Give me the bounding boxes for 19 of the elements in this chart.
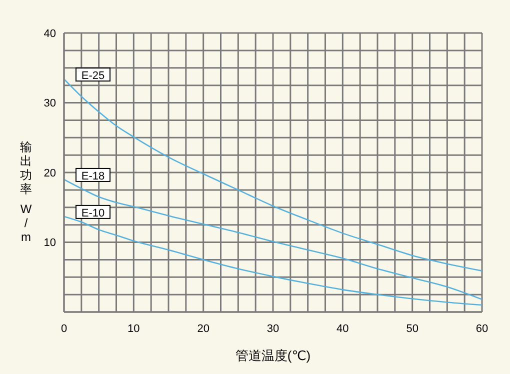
x-tick-label: 60	[476, 322, 488, 335]
y-axis-title: 输出功率 W/m	[19, 140, 33, 244]
x-tick-label: 20	[197, 322, 210, 335]
x-tick-label: 10	[128, 322, 140, 335]
x-axis-title: 管道温度(℃)	[235, 348, 311, 363]
series-label: E-18	[81, 170, 105, 182]
y-tick-label: 20	[44, 167, 56, 180]
y-tick-label: 10	[44, 237, 56, 250]
y-tick-label: 40	[44, 28, 56, 40]
x-tick-label: 50	[406, 322, 418, 335]
series-label: E-10	[81, 207, 105, 220]
y-tick-label: 30	[44, 98, 56, 110]
x-tick-label: 30	[266, 322, 280, 335]
line-series	[64, 78, 482, 272]
x-tick-label: 40	[336, 322, 349, 335]
series-label: E-25	[81, 70, 105, 82]
line-series	[64, 216, 482, 306]
line-series	[64, 178, 482, 300]
x-tick-label: 0	[60, 322, 68, 335]
